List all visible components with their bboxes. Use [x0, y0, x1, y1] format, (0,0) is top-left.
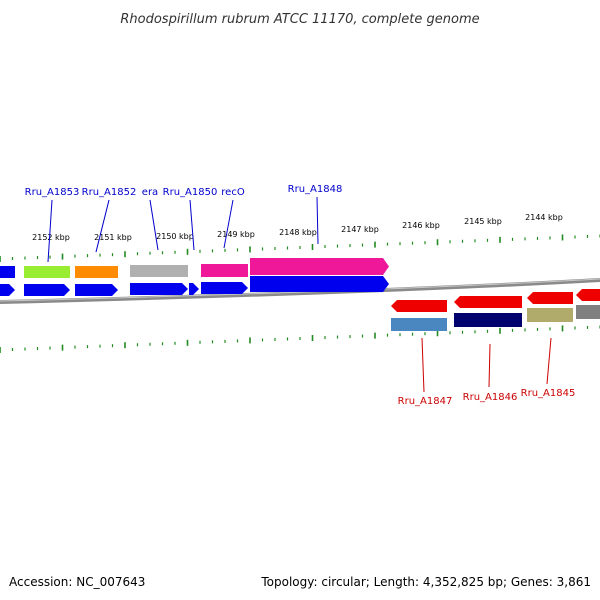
- gene-label-bottom: Rru_A1845: [521, 388, 576, 399]
- forward-gene-arrow: [130, 283, 188, 295]
- reverse-gene-arrow: [454, 296, 522, 308]
- gene-label-top: recO: [221, 187, 245, 198]
- gene-label-leader: [47, 199, 53, 263]
- kbp-tick-label: 2146 kbp: [402, 221, 440, 230]
- kbp-tick-label: 2145 kbp: [464, 217, 502, 226]
- forward-gene-product-bar: [0, 266, 15, 278]
- reverse-strand-genes: [391, 289, 600, 331]
- reverse-gene-arrow: [527, 292, 573, 304]
- reverse-gene-product-bar: [576, 305, 600, 319]
- forward-gene-product-bar: [130, 265, 188, 277]
- reverse-gene-product-bar: [391, 318, 447, 331]
- gene-label-leader: [488, 343, 491, 388]
- genome-backbone: [0, 278, 600, 304]
- kbp-tick-label: 2148 kbp: [279, 228, 317, 237]
- kbp-tick-label: 2144 kbp: [525, 213, 563, 222]
- gene-labels: Rru_A1853 Rru_A1852 era Rru_A1850 recO Rru_A1…: [25, 184, 576, 407]
- gene-label-leader: [149, 199, 159, 251]
- forward-gene-product-bar: [75, 266, 118, 278]
- gene-label-leader: [189, 199, 195, 251]
- kbp-tick-label: 2151 kbp: [94, 233, 132, 242]
- forward-gene-arrow: [24, 284, 70, 296]
- gene-label-top: Rru_A1853: [25, 187, 80, 198]
- gene-label-leader: [95, 199, 110, 253]
- gene-label-bottom: Rru_A1846: [463, 392, 518, 403]
- accession-text: Accession: NC_007643: [9, 575, 145, 589]
- gene-label-top: Rru_A1850: [163, 187, 218, 198]
- gene-label-bottom: Rru_A1847: [398, 396, 453, 407]
- forward-gene-product-bar: [24, 266, 70, 278]
- kbp-tick-label: 2152 kbp: [32, 233, 70, 242]
- gene-label-leader: [546, 337, 552, 385]
- kbp-tick-label: 2149 kbp: [217, 230, 255, 239]
- forward-gene-arrow: [189, 283, 199, 295]
- forward-gene-product-bar: [201, 264, 248, 277]
- gene-label-leader: [421, 337, 425, 393]
- ruler-top: [0, 234, 600, 262]
- forward-strand-genes: [0, 258, 389, 296]
- kbp-tick-label: 2150 kbp: [156, 232, 194, 241]
- forward-gene-arrow: [250, 276, 389, 292]
- forward-gene-arrow: [201, 282, 248, 294]
- reverse-gene-arrow: [576, 289, 600, 301]
- gene-label-top: era: [142, 187, 158, 198]
- kbp-tick-label: 2147 kbp: [341, 225, 379, 234]
- forward-gene-arrow: [75, 284, 118, 296]
- reverse-gene-product-bar: [454, 313, 522, 327]
- gene-label-top: Rru_A1852: [82, 187, 137, 198]
- ruler-bottom: [0, 325, 600, 353]
- forward-gene-arrow: [0, 284, 15, 296]
- gene-label-leader: [223, 199, 234, 249]
- map-title: Rhodospirillum rubrum ATCC 11170, comple…: [120, 12, 479, 27]
- genome-summary-text: Topology: circular; Length: 4,352,825 bp…: [260, 575, 591, 589]
- gene-label-top: Rru_A1848: [288, 184, 343, 195]
- forward-gene-product-bar: [250, 258, 389, 275]
- gene-label-leader: [316, 196, 319, 245]
- kbp-tick-labels: 2152 kbp 2151 kbp 2150 kbp 2149 kbp 2148 kbp…: [32, 213, 563, 242]
- reverse-gene-product-bar: [527, 308, 573, 322]
- reverse-gene-arrow: [391, 300, 447, 312]
